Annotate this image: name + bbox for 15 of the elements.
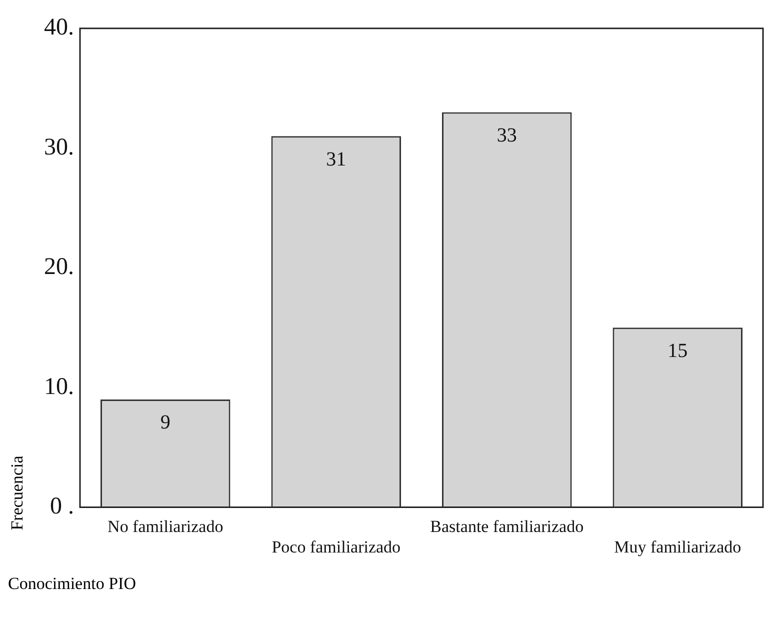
data-label: 15 xyxy=(668,340,688,362)
y-tick-label: 30. xyxy=(44,134,74,160)
x-tick-label: Bastante familiarizado xyxy=(430,516,584,536)
data-label: 33 xyxy=(496,124,517,146)
x-tick-label: Poco familiarizado xyxy=(272,537,401,556)
x-axis-title: Conocimiento PIO xyxy=(8,574,136,594)
data-label: 31 xyxy=(326,148,346,170)
y-tick-label: 10. xyxy=(44,374,74,400)
data-label: 9 xyxy=(160,412,170,434)
y-axis-title: Frecuencia xyxy=(7,456,27,530)
y-tick-label: 20. xyxy=(44,254,74,280)
x-tick-label: No familiarizado xyxy=(108,516,224,536)
y-tick-label: 0 . xyxy=(50,493,74,520)
x-tick-label: Muy familiarizado xyxy=(614,537,742,556)
y-tick-label: 40. xyxy=(44,14,74,41)
